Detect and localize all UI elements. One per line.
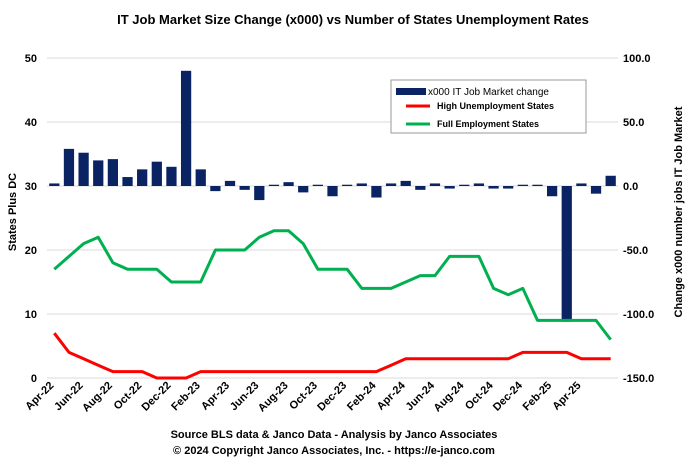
- legend-label-full: Full Employment States: [437, 119, 539, 129]
- right-tick-label: -50.0: [623, 245, 648, 257]
- bar: [166, 166, 177, 186]
- legend-label-high: High Unemployment States: [437, 101, 554, 111]
- left-tick-label: 50: [25, 53, 37, 65]
- left-tick-label: 20: [25, 245, 37, 257]
- bar: [180, 70, 192, 186]
- x-tick-label: Apr-23: [199, 380, 232, 413]
- full-employment-line: [53, 229, 612, 341]
- bar: [371, 186, 382, 198]
- x-tick-label: Jun-23: [228, 380, 262, 414]
- x-tick-label: Jun-22: [52, 380, 86, 414]
- x-tick-label: Oct-23: [287, 380, 320, 413]
- bar: [342, 184, 353, 186]
- x-tick-label: Feb-23: [169, 380, 203, 414]
- high-unemployment-line: [53, 332, 611, 380]
- right-axis: -150.0 -100.0 -50.0 0.0 50.0 100.0: [623, 53, 654, 385]
- x-tick-label: Oct-24: [463, 379, 496, 412]
- bar: [151, 161, 162, 186]
- x-tick-label: Dec-23: [315, 380, 349, 414]
- legend-label-bars: x000 IT Job Market change: [428, 87, 549, 98]
- bar: [356, 183, 367, 186]
- bar: [444, 186, 455, 189]
- bar: [268, 184, 280, 186]
- right-tick-label: 50.0: [623, 117, 644, 129]
- right-tick-label: 100.0: [623, 53, 651, 65]
- left-tick-label: 40: [25, 117, 37, 129]
- left-tick-label: 30: [25, 181, 37, 193]
- x-tick-label: Aug-24: [432, 379, 467, 414]
- footer-source: Source BLS data & Janco Data - Analysis …: [171, 429, 498, 441]
- bar: [532, 184, 543, 186]
- bar: [107, 159, 119, 186]
- bar: [327, 186, 338, 197]
- bar: [473, 183, 485, 186]
- x-tick-label: Apr-24: [375, 379, 409, 413]
- bar: [137, 169, 148, 186]
- bar: [415, 186, 426, 190]
- x-tick-label: Aug-23: [256, 380, 291, 415]
- line-series: [53, 229, 612, 380]
- bar: [254, 186, 265, 201]
- x-tick-label: Dec-24: [491, 379, 526, 414]
- bar: [561, 186, 572, 322]
- x-tick-label: Aug-22: [80, 380, 115, 415]
- bar: [459, 184, 470, 186]
- bar: [590, 186, 602, 194]
- x-tick-label: Feb-25: [521, 380, 555, 414]
- left-tick-label: 0: [31, 373, 37, 385]
- y-axis-left-label: States Plus DC: [7, 173, 19, 251]
- legend-swatch-bars: [396, 88, 426, 95]
- bar: [312, 184, 323, 186]
- bar: [49, 183, 60, 186]
- bar: [78, 152, 89, 186]
- bar: [605, 175, 616, 186]
- right-tick-label: 0.0: [623, 181, 638, 193]
- bar: [195, 169, 206, 186]
- right-tick-label: -150.0: [623, 373, 654, 385]
- right-tick-label: -100.0: [623, 309, 654, 321]
- left-axis: 0 10 20 30 40 50: [25, 53, 37, 385]
- bar: [239, 186, 250, 190]
- bar: [385, 183, 397, 186]
- bar: [93, 160, 104, 186]
- bar: [122, 177, 133, 186]
- x-tick-label: Apr-25: [550, 380, 583, 413]
- left-tick-label: 10: [25, 309, 37, 321]
- bar: [210, 186, 221, 192]
- bar: [283, 182, 294, 186]
- chart-title: IT Job Market Size Change (x000) vs Numb…: [117, 12, 589, 27]
- x-tick-label: Dec-22: [140, 380, 174, 414]
- bar: [517, 184, 528, 186]
- bar: [224, 180, 236, 186]
- bar: [488, 186, 499, 189]
- x-tick-label: Feb-24: [345, 379, 379, 413]
- x-tick-label: Oct-22: [112, 380, 145, 413]
- x-tick-label: Apr-22: [23, 380, 56, 413]
- bar: [400, 180, 411, 186]
- x-axis: Apr-22Jun-22Aug-22Oct-22Dec-22Feb-23Apr-…: [23, 379, 583, 415]
- y-axis-right-label: Change x000 number jobs IT Job Market: [673, 106, 685, 317]
- bar: [429, 183, 441, 186]
- bar: [63, 148, 75, 186]
- bar-series: [49, 70, 616, 322]
- bar: [503, 186, 514, 189]
- footer-copyright: © 2024 Copyright Janco Associates, Inc. …: [173, 445, 495, 457]
- bar: [546, 186, 558, 197]
- bar: [576, 183, 587, 186]
- legend: x000 IT Job Market change High Unemploym…: [390, 79, 587, 134]
- bar: [298, 186, 309, 193]
